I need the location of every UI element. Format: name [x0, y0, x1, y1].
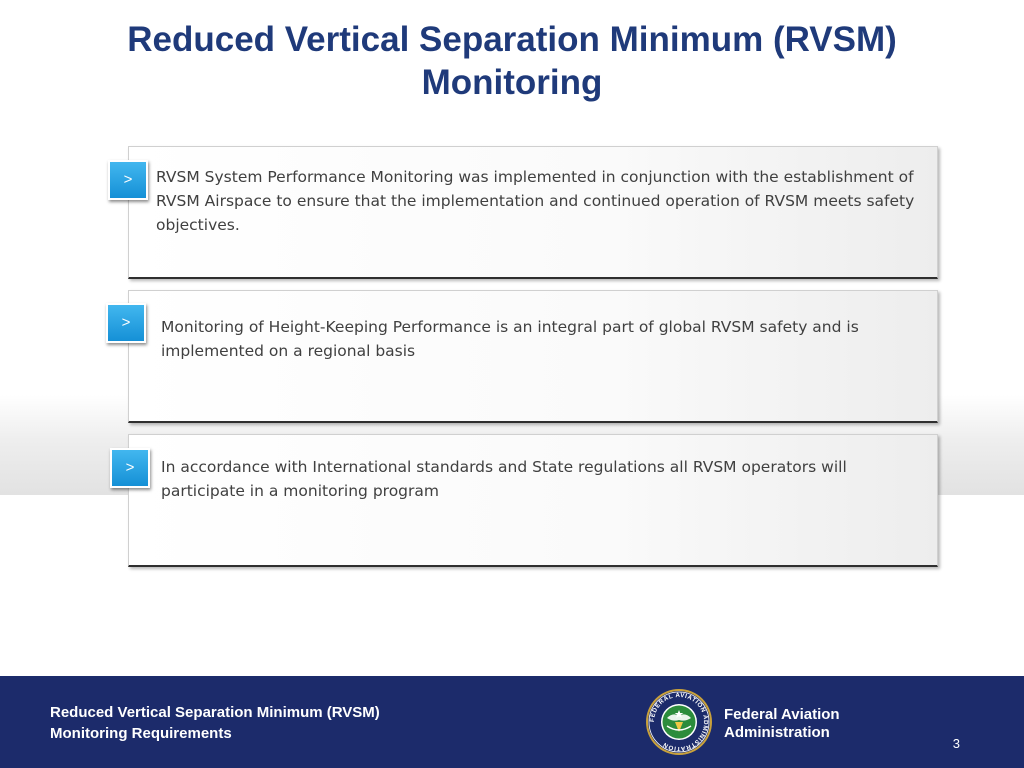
bullet-card-3: [128, 434, 938, 567]
bullet-text-2: Monitoring of Height-Keeping Performance…: [161, 318, 859, 360]
chevron-right-icon: >: [106, 303, 146, 343]
agency-name: Federal Aviation Administration: [724, 706, 884, 742]
bullet-text-3: In accordance with International standar…: [161, 458, 847, 500]
faa-seal-icon: FEDERAL AVIATION ADMINISTRATION: [646, 689, 712, 755]
chevron-right-icon: >: [108, 160, 148, 200]
slide-title-line-2: Monitoring: [421, 63, 603, 102]
footer-title: Reduced Vertical Separation Minimum (RVS…: [50, 702, 490, 744]
bullet-card-2: [128, 290, 938, 423]
agency-name-line-2: Administration: [724, 724, 830, 741]
slide-title-line-1: Reduced Vertical Separation Minimum (RVS…: [127, 20, 897, 59]
slide-title: Reduced Vertical Separation Minimum (RVS…: [40, 18, 984, 104]
bullet-text-1: RVSM System Performance Monitoring was i…: [156, 168, 915, 234]
footer-title-line-2: Monitoring Requirements: [50, 725, 232, 742]
agency-name-line-1: Federal Aviation: [724, 706, 840, 723]
page-number: 3: [952, 736, 960, 751]
footer-bar: [0, 676, 1024, 768]
footer-title-line-1: Reduced Vertical Separation Minimum (RVS…: [50, 704, 380, 721]
bullet-card-1: [128, 146, 938, 279]
chevron-right-icon: >: [110, 448, 150, 488]
